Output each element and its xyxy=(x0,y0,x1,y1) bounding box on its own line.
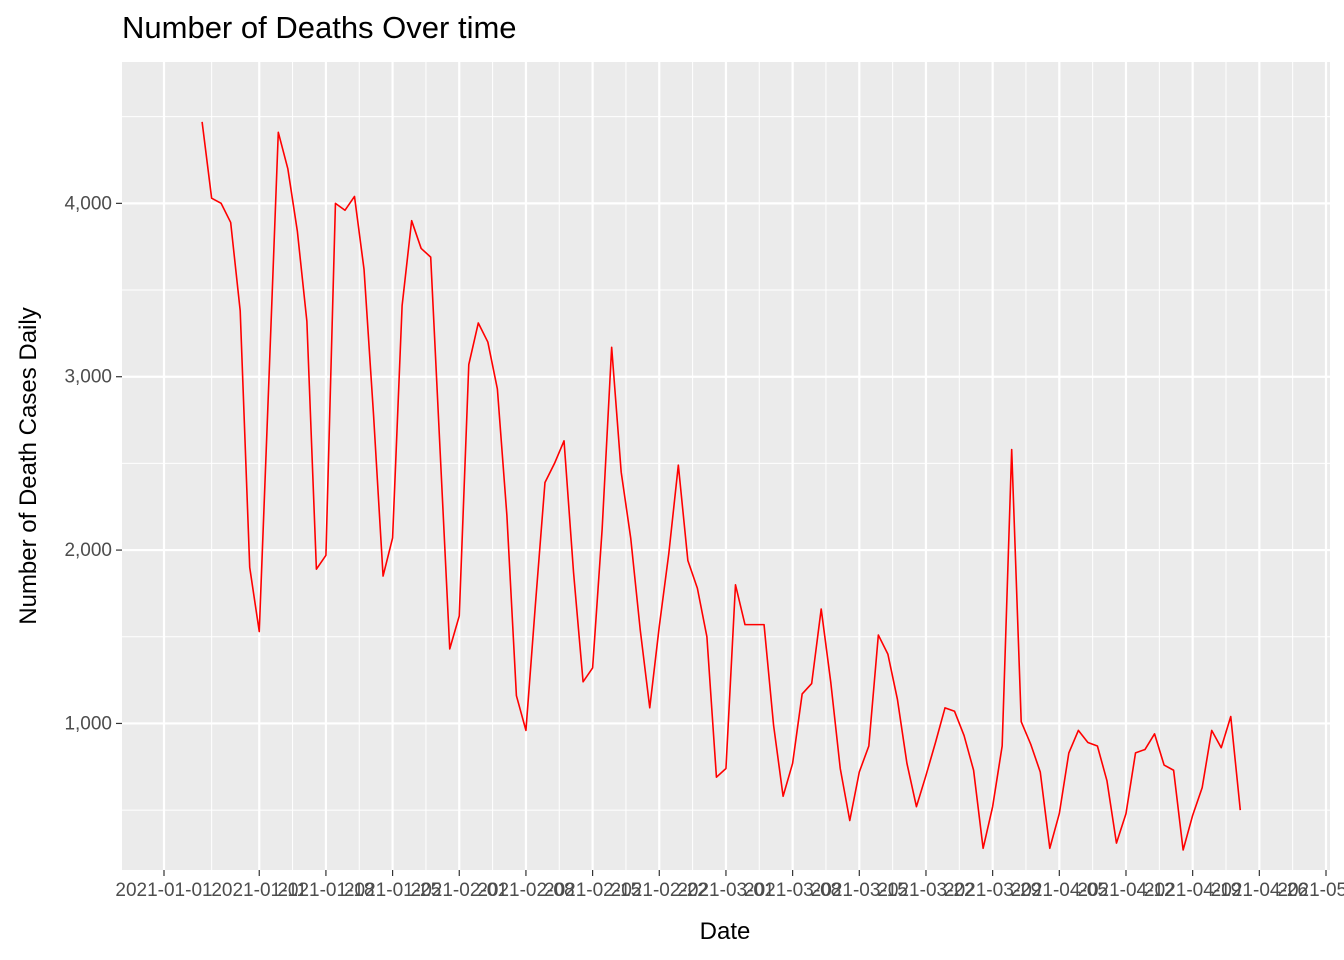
x-tick-label: 2021-04-19 xyxy=(1144,880,1241,901)
x-tick-label: 2021-01-25 xyxy=(344,880,441,901)
x-tick-label: 2021-03-29 xyxy=(944,880,1041,901)
x-axis-title: Date xyxy=(700,918,751,945)
y-axis: 1,000 2,000 3,000 4,000 xyxy=(64,193,122,734)
y-tick-label: 3,000 xyxy=(64,367,112,388)
y-tick-label: 4,000 xyxy=(64,193,112,214)
y-tick-label: 1,000 xyxy=(64,713,112,734)
x-tick-label: 2021-04-26 xyxy=(1211,880,1308,901)
x-tick-label: 2021-02-08 xyxy=(477,880,574,901)
x-tick-label: 2021-04-05 xyxy=(1011,880,1108,901)
series-line xyxy=(201,121,1242,851)
chart-title: Number of Deaths Over time xyxy=(122,10,517,45)
x-tick-label: 2021-03-08 xyxy=(744,880,841,901)
y-tick-label: 2,000 xyxy=(64,540,112,561)
x-tick-label: 2021-02-22 xyxy=(611,880,708,901)
x-tick-label: 2021-05-03 xyxy=(1277,880,1344,901)
x-tick-label: 2021-01-11 xyxy=(211,880,307,901)
x-tick-label: 2021-02-15 xyxy=(544,880,641,901)
y-axis-title: Number of Death Cases Daily xyxy=(15,307,42,624)
x-axis: 2021-01-012021-01-112021-01-182021-01-25… xyxy=(115,870,1344,901)
x-tick-label: 2021-01-18 xyxy=(277,880,374,901)
x-tick-label: 2021-03-01 xyxy=(677,880,774,901)
x-tick-label: 2021-02-01 xyxy=(411,880,508,901)
series-layer xyxy=(201,121,1242,851)
major-gridlines xyxy=(122,62,1330,870)
x-tick-label: 2021-01-01 xyxy=(115,880,212,901)
x-tick-label: 2021-03-22 xyxy=(877,880,974,901)
x-tick-label: 2021-03-15 xyxy=(811,880,908,901)
x-tick-label: 2021-04-12 xyxy=(1077,880,1174,901)
